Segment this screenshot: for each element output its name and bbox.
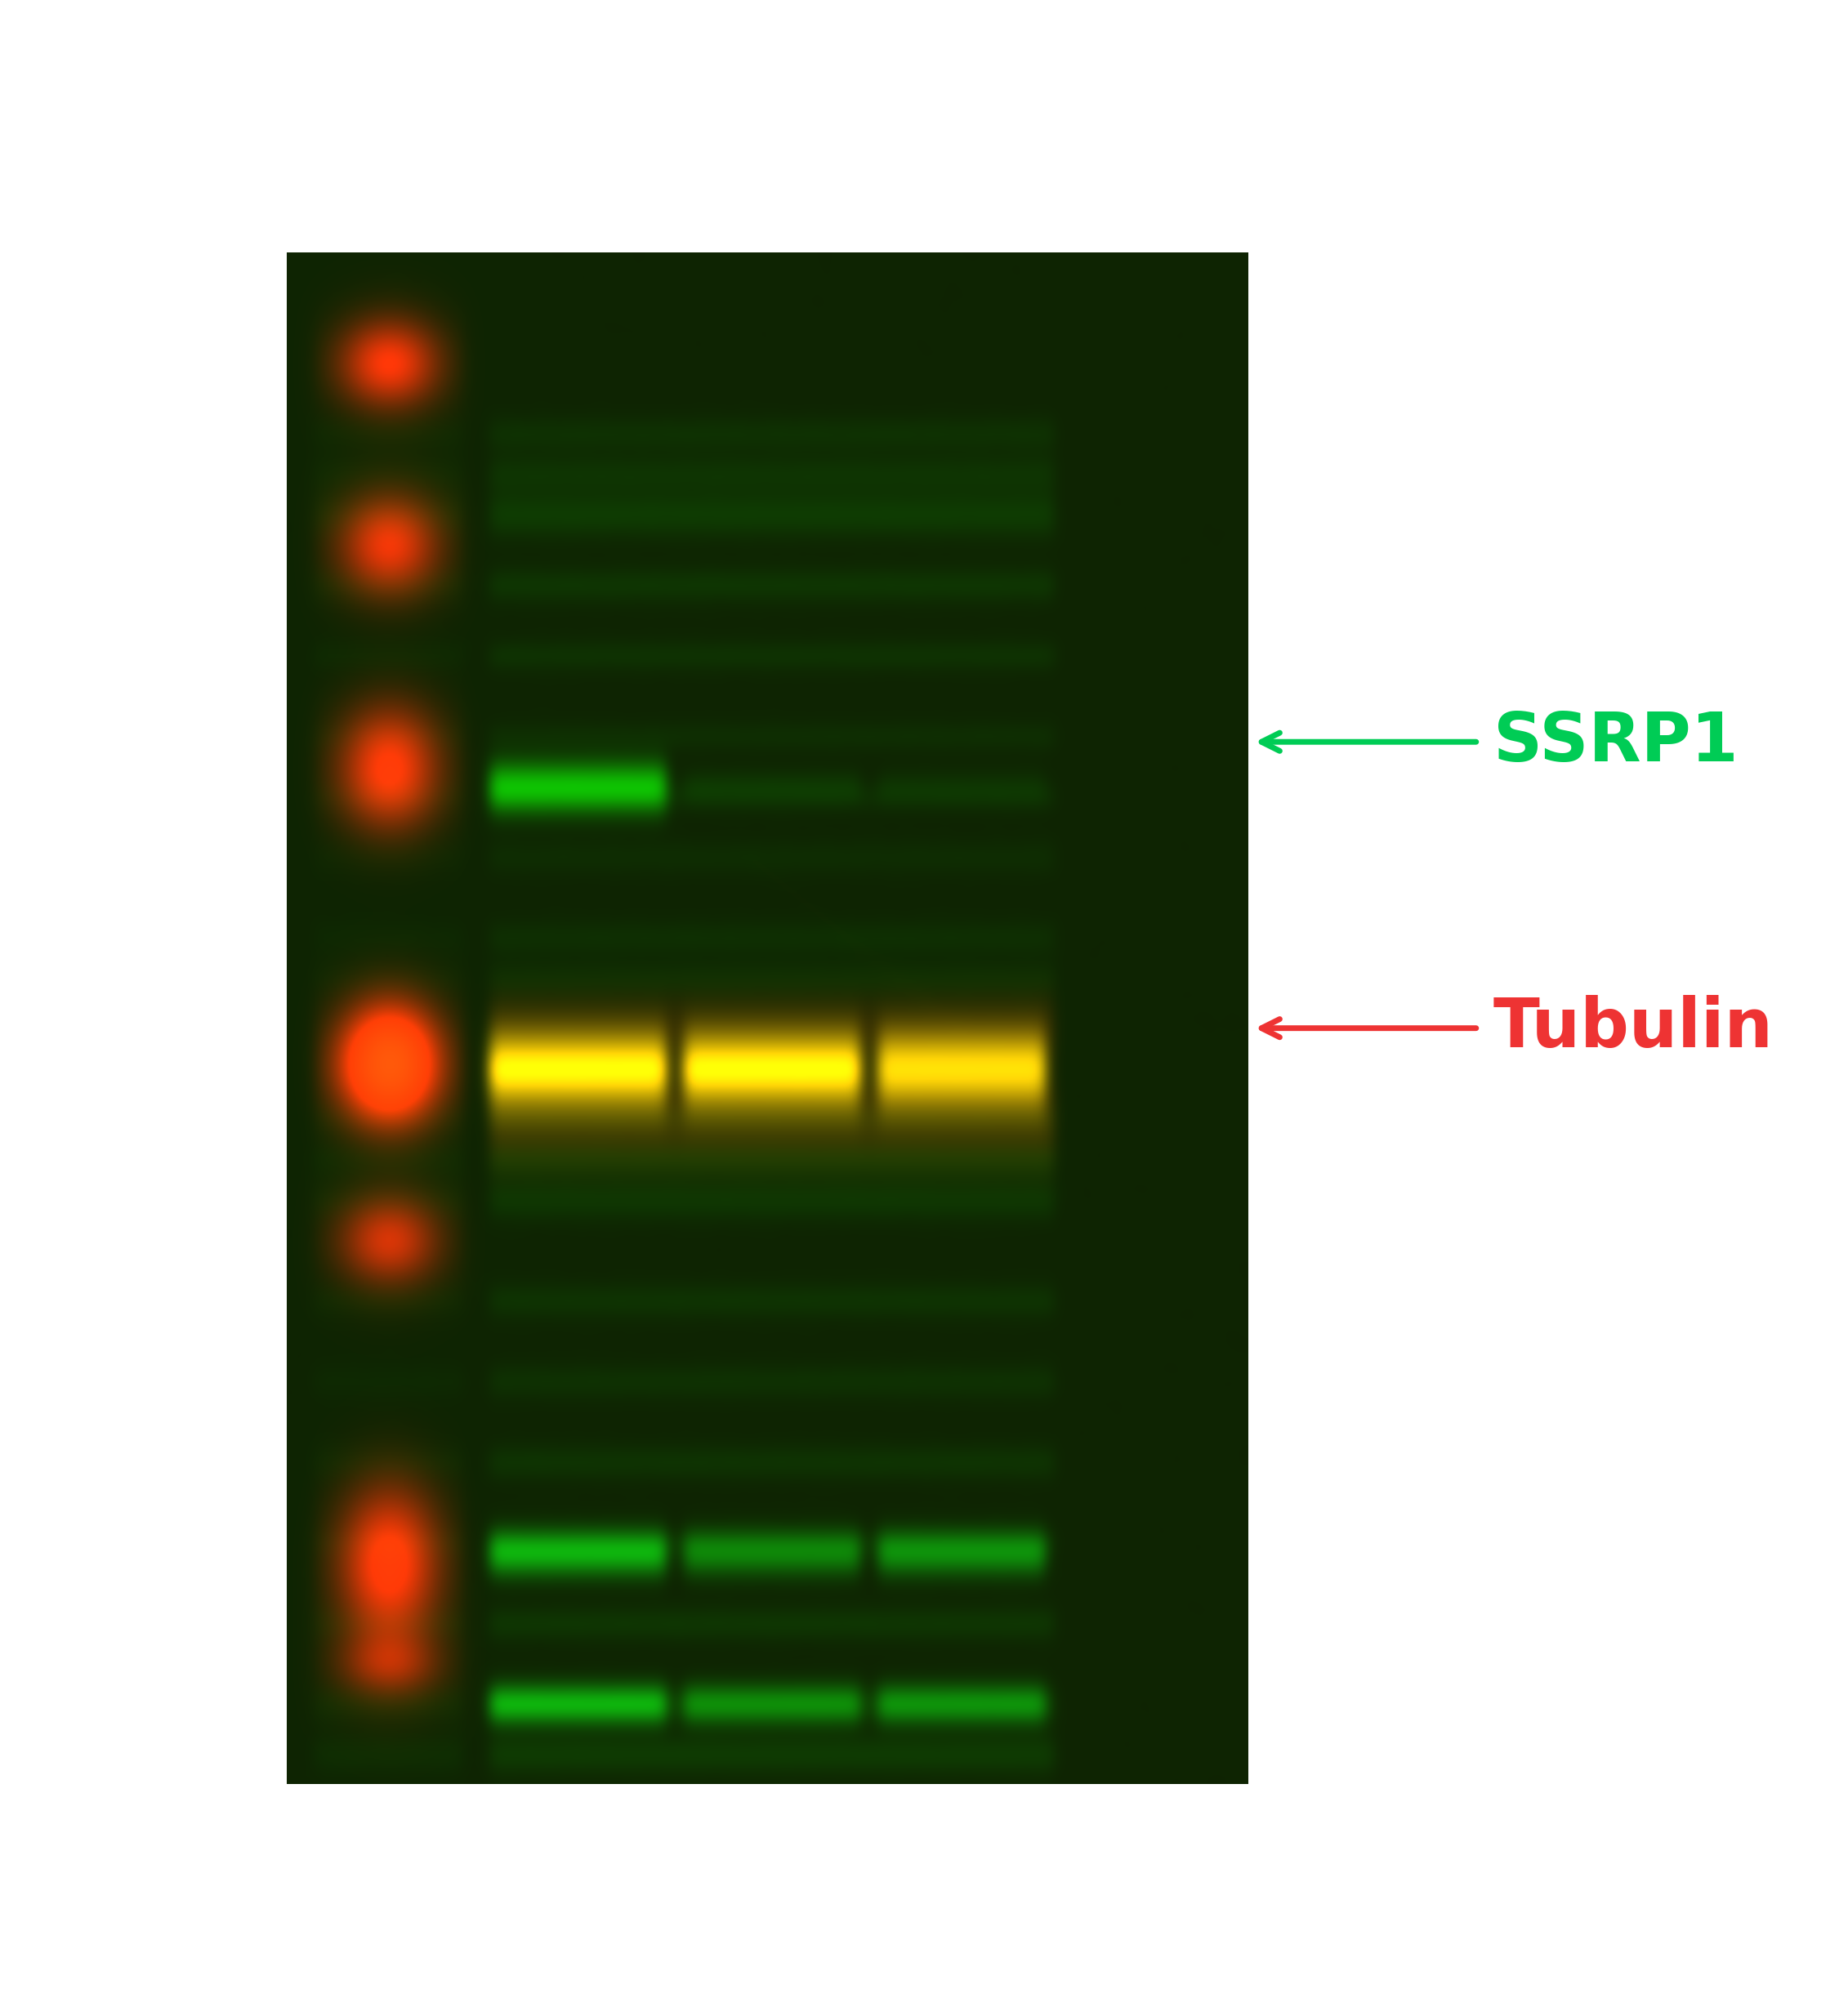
Text: Tubulin: Tubulin bbox=[1493, 996, 1774, 1060]
Text: SSRP1: SSRP1 bbox=[1493, 710, 1737, 774]
